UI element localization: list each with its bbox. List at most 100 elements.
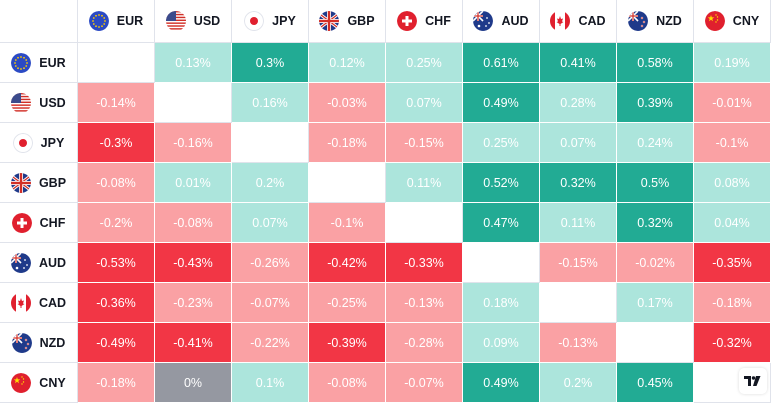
heatmap-cell-usd-nzd[interactable]: 0.39%: [617, 83, 694, 123]
heatmap-cell-jpy-aud[interactable]: 0.25%: [463, 123, 540, 163]
heatmap-cell-nzd-aud[interactable]: 0.09%: [463, 323, 540, 363]
heatmap-cell-aud-cad[interactable]: -0.15%: [540, 243, 617, 283]
heatmap-cell-eur-nzd[interactable]: 0.58%: [617, 43, 694, 83]
heatmap-cell-jpy-cny[interactable]: -0.1%: [694, 123, 771, 163]
heatmap-cell-chf-cad[interactable]: 0.11%: [540, 203, 617, 243]
heatmap-cell-cad-chf[interactable]: -0.13%: [386, 283, 463, 323]
gb-flag-icon: [319, 11, 340, 31]
heatmap-cell-usd-gbp[interactable]: -0.03%: [309, 83, 386, 123]
heatmap-cell-usd-cad[interactable]: 0.28%: [540, 83, 617, 123]
heatmap-cell-jpy-cad[interactable]: 0.07%: [540, 123, 617, 163]
heatmap-cell-cad-nzd[interactable]: 0.17%: [617, 283, 694, 323]
column-header-label: CAD: [578, 14, 606, 28]
heatmap-cell-jpy-chf[interactable]: -0.15%: [386, 123, 463, 163]
heatmap-cell-aud-usd[interactable]: -0.43%: [155, 243, 232, 283]
column-header-chf[interactable]: CHF: [386, 0, 463, 43]
heatmap-cell-usd-jpy[interactable]: 0.16%: [232, 83, 309, 123]
diagonal-cell: [463, 243, 540, 283]
column-header-usd[interactable]: USD: [155, 0, 232, 43]
heatmap-cell-nzd-cny[interactable]: -0.32%: [694, 323, 771, 363]
heatmap-cell-gbp-usd[interactable]: 0.01%: [155, 163, 232, 203]
row-header-label: USD: [39, 95, 66, 110]
heatmap-cell-cad-jpy[interactable]: -0.07%: [232, 283, 309, 323]
heatmap-cell-chf-aud[interactable]: 0.47%: [463, 203, 540, 243]
heatmap-cell-nzd-jpy[interactable]: -0.22%: [232, 323, 309, 363]
heatmap-cell-jpy-gbp[interactable]: -0.18%: [309, 123, 386, 163]
heatmap-cell-eur-jpy[interactable]: 0.3%: [232, 43, 309, 83]
heatmap-cell-jpy-usd[interactable]: -0.16%: [155, 123, 232, 163]
heatmap-cell-gbp-cad[interactable]: 0.32%: [540, 163, 617, 203]
column-header-eur[interactable]: EUR: [78, 0, 155, 43]
column-header-jpy[interactable]: JPY: [232, 0, 309, 43]
row-header-usd[interactable]: USD: [0, 83, 78, 123]
column-header-cny[interactable]: CNY: [694, 0, 771, 43]
heatmap-cell-eur-gbp[interactable]: 0.12%: [309, 43, 386, 83]
heatmap-cell-aud-eur[interactable]: -0.53%: [78, 243, 155, 283]
heatmap-cell-cny-chf[interactable]: -0.07%: [386, 363, 463, 403]
heatmap-cell-eur-usd[interactable]: 0.13%: [155, 43, 232, 83]
heatmap-cell-eur-aud[interactable]: 0.61%: [463, 43, 540, 83]
heatmap-cell-cny-eur[interactable]: -0.18%: [78, 363, 155, 403]
heatmap-cell-chf-eur[interactable]: -0.2%: [78, 203, 155, 243]
heatmap-cell-aud-cny[interactable]: -0.35%: [694, 243, 771, 283]
heatmap-cell-chf-gbp[interactable]: -0.1%: [309, 203, 386, 243]
row-header-chf[interactable]: CHF: [0, 203, 78, 243]
heatmap-cell-jpy-nzd[interactable]: 0.24%: [617, 123, 694, 163]
heatmap-cell-nzd-chf[interactable]: -0.28%: [386, 323, 463, 363]
heatmap-cell-chf-cny[interactable]: 0.04%: [694, 203, 771, 243]
jp-flag-icon: [244, 11, 265, 31]
heatmap-cell-gbp-chf[interactable]: 0.11%: [386, 163, 463, 203]
column-header-label: JPY: [272, 14, 296, 28]
heatmap-cell-nzd-usd[interactable]: -0.41%: [155, 323, 232, 363]
heatmap-cell-chf-nzd[interactable]: 0.32%: [617, 203, 694, 243]
heatmap-cell-cny-nzd[interactable]: 0.45%: [617, 363, 694, 403]
heatmap-cell-cad-aud[interactable]: 0.18%: [463, 283, 540, 323]
row-header-cny[interactable]: CNY: [0, 363, 78, 403]
heatmap-cell-cny-usd[interactable]: 0%: [155, 363, 232, 403]
heatmap-cell-cad-usd[interactable]: -0.23%: [155, 283, 232, 323]
heatmap-cell-gbp-aud[interactable]: 0.52%: [463, 163, 540, 203]
ca-flag-icon: [550, 11, 571, 31]
column-header-gbp[interactable]: GBP: [309, 0, 386, 43]
row-header-nzd[interactable]: NZD: [0, 323, 78, 363]
column-header-cad[interactable]: CAD: [540, 0, 617, 43]
heatmap-cell-cad-cny[interactable]: -0.18%: [694, 283, 771, 323]
us-flag-icon: [11, 92, 32, 113]
heatmap-cell-cny-cad[interactable]: 0.2%: [540, 363, 617, 403]
heatmap-cell-aud-jpy[interactable]: -0.26%: [232, 243, 309, 283]
tradingview-logo-icon[interactable]: [739, 368, 767, 394]
row-header-gbp[interactable]: GBP: [0, 163, 78, 203]
heatmap-cell-usd-chf[interactable]: 0.07%: [386, 83, 463, 123]
heatmap-cell-gbp-jpy[interactable]: 0.2%: [232, 163, 309, 203]
row-header-eur[interactable]: EUR: [0, 43, 78, 83]
heatmap-cell-aud-nzd[interactable]: -0.02%: [617, 243, 694, 283]
heatmap-cell-chf-usd[interactable]: -0.08%: [155, 203, 232, 243]
row-header-cad[interactable]: CAD: [0, 283, 78, 323]
heatmap-cell-usd-cny[interactable]: -0.01%: [694, 83, 771, 123]
heatmap-cell-eur-chf[interactable]: 0.25%: [386, 43, 463, 83]
heatmap-cell-aud-gbp[interactable]: -0.42%: [309, 243, 386, 283]
heatmap-cell-aud-chf[interactable]: -0.33%: [386, 243, 463, 283]
heatmap-cell-eur-cny[interactable]: 0.19%: [694, 43, 771, 83]
heatmap-cell-cad-eur[interactable]: -0.36%: [78, 283, 155, 323]
ch-flag-icon: [397, 11, 418, 31]
heatmap-cell-cny-aud[interactable]: 0.49%: [463, 363, 540, 403]
heatmap-cell-usd-aud[interactable]: 0.49%: [463, 83, 540, 123]
row-header-aud[interactable]: AUD: [0, 243, 78, 283]
heatmap-cell-chf-jpy[interactable]: 0.07%: [232, 203, 309, 243]
heatmap-cell-cad-gbp[interactable]: -0.25%: [309, 283, 386, 323]
heatmap-cell-eur-cad[interactable]: 0.41%: [540, 43, 617, 83]
column-header-aud[interactable]: AUD: [463, 0, 540, 43]
heatmap-cell-cny-jpy[interactable]: 0.1%: [232, 363, 309, 403]
heatmap-cell-usd-eur[interactable]: -0.14%: [78, 83, 155, 123]
row-header-jpy[interactable]: JPY: [0, 123, 78, 163]
heatmap-cell-cny-gbp[interactable]: -0.08%: [309, 363, 386, 403]
heatmap-cell-gbp-cny[interactable]: 0.08%: [694, 163, 771, 203]
heatmap-cell-gbp-nzd[interactable]: 0.5%: [617, 163, 694, 203]
heatmap-cell-jpy-eur[interactable]: -0.3%: [78, 123, 155, 163]
heatmap-cell-nzd-cad[interactable]: -0.13%: [540, 323, 617, 363]
heatmap-cell-gbp-eur[interactable]: -0.08%: [78, 163, 155, 203]
heatmap-cell-nzd-eur[interactable]: -0.49%: [78, 323, 155, 363]
column-header-nzd[interactable]: NZD: [617, 0, 694, 43]
heatmap-cell-nzd-gbp[interactable]: -0.39%: [309, 323, 386, 363]
